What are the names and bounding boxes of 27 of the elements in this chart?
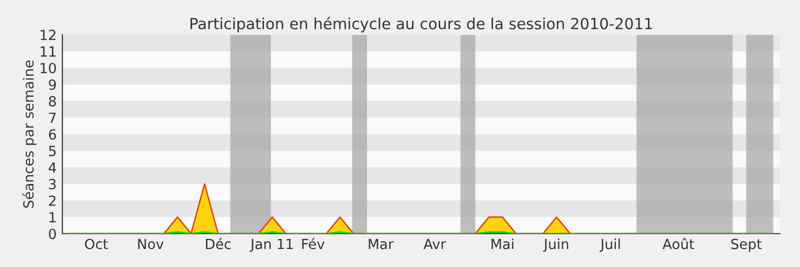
y-tick-label: 10 [40,62,56,74]
x-tick-label: Mar [368,238,394,250]
y-tick-label: 4 [48,162,56,173]
x-tick-label: Sept [731,238,762,252]
y-tick-label: 0 [48,228,56,240]
y-tick-label: 11 [40,46,56,57]
y-tick-label: 7 [49,112,56,123]
x-tick-label: Déc [206,238,231,250]
x-tick-label: Août [662,238,694,250]
y-tick-label: 1 [50,212,56,222]
x-tick-label: Oct [85,238,108,250]
x-tick-label: Fév [302,238,324,250]
y-tick-label: 9 [48,79,56,90]
x-tick-label: Nov [138,238,164,250]
x-tick-label: Juin [543,238,568,252]
y-tick-label: 12 [40,30,56,40]
y-axis-title: Séances par semaine [22,60,36,208]
chart-title: Participation en hémicycle au cours de la session 2010-2011 [190,16,652,32]
x-tick-label: Jan 11 [250,238,293,252]
y-tick-label: 5 [49,146,56,156]
x-tick-label: Juil [600,238,620,252]
y-tick-label: 3 [49,178,56,190]
y-tick-label: 8 [48,96,56,106]
y-tick-label: 2 [49,195,56,206]
x-tick-label: Mai [492,238,514,250]
x-tick-label: Avr [424,238,446,250]
y-tick-label: 6 [48,129,56,140]
